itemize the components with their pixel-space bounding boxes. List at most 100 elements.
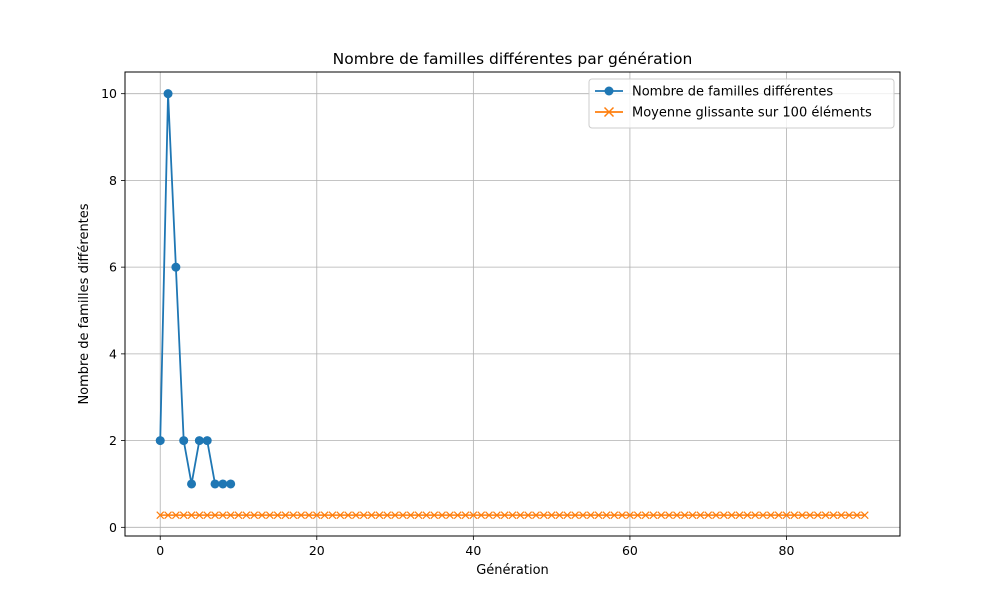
moving-average-point bbox=[320, 511, 329, 520]
chart-title: Nombre de familles différentes par génér… bbox=[333, 50, 693, 68]
moving-average-point bbox=[336, 511, 345, 520]
moving-average-point bbox=[688, 511, 697, 520]
moving-average-point bbox=[618, 511, 627, 520]
legend-box bbox=[588, 78, 895, 129]
moving-average-point bbox=[806, 511, 814, 520]
y-tick-label: 6 bbox=[109, 260, 117, 275]
moving-average-point bbox=[328, 511, 337, 520]
moving-average-point bbox=[273, 511, 282, 520]
moving-average-point bbox=[438, 511, 446, 520]
moving-average-point bbox=[508, 511, 517, 520]
y-tick-label: 0 bbox=[109, 520, 117, 535]
moving-average-point bbox=[445, 511, 454, 520]
moving-average-point bbox=[492, 511, 501, 520]
legend: Nombre de familles différentes Moyenne g… bbox=[588, 78, 895, 129]
moving-average-point bbox=[359, 511, 368, 520]
plot-area-frame bbox=[124, 71, 901, 537]
families-point bbox=[202, 436, 212, 446]
moving-average-point bbox=[258, 511, 266, 520]
legend-label-series-1: Nombre de familles différentes bbox=[632, 85, 833, 100]
moving-average-point bbox=[352, 511, 360, 520]
moving-average-point bbox=[672, 511, 681, 520]
moving-average-point bbox=[344, 511, 353, 520]
families-point bbox=[210, 479, 220, 489]
moving-average-point bbox=[633, 511, 642, 520]
moving-average-point bbox=[398, 511, 407, 520]
moving-average-point bbox=[782, 511, 791, 520]
moving-average-point bbox=[453, 511, 462, 520]
y-tick-label: 4 bbox=[109, 346, 117, 361]
x-axis-label: Génération bbox=[476, 563, 549, 578]
moving-average-point bbox=[657, 511, 666, 520]
moving-average-point bbox=[532, 511, 540, 520]
moving-average-point bbox=[187, 511, 196, 520]
moving-average-point bbox=[297, 511, 306, 520]
moving-average-point bbox=[759, 511, 767, 520]
moving-average-point bbox=[743, 511, 752, 520]
moving-average-point bbox=[242, 511, 251, 520]
families-point bbox=[218, 479, 228, 489]
series-layer bbox=[155, 89, 869, 520]
legend-swatch-marker-series-2 bbox=[603, 106, 615, 118]
families-point bbox=[163, 89, 173, 99]
moving-average-point bbox=[218, 511, 227, 520]
moving-average-point bbox=[164, 511, 172, 520]
moving-average-point bbox=[234, 511, 243, 520]
y-axis-label: Nombre de familles différentes bbox=[77, 203, 92, 404]
moving-average-point bbox=[383, 511, 392, 520]
families-point bbox=[194, 436, 204, 446]
moving-average-point bbox=[179, 511, 188, 520]
moving-average-point bbox=[594, 511, 603, 520]
moving-average-point bbox=[203, 511, 212, 520]
legend-label-series-2: Moyenne glissante sur 100 éléments bbox=[632, 106, 872, 121]
families-point bbox=[226, 479, 236, 489]
moving-average-point bbox=[602, 511, 611, 520]
moving-average-point bbox=[171, 511, 180, 520]
moving-average-point bbox=[469, 511, 478, 520]
moving-average-point bbox=[696, 511, 705, 520]
moving-average-point bbox=[641, 511, 650, 520]
moving-average-point bbox=[414, 511, 423, 520]
families-point bbox=[179, 436, 189, 446]
moving-average-point bbox=[625, 511, 634, 520]
x-tick-label: 0 bbox=[156, 543, 164, 558]
moving-average-point bbox=[790, 511, 799, 520]
moving-average-point bbox=[649, 511, 658, 520]
x-tick-label: 60 bbox=[622, 543, 638, 558]
moving-average-point bbox=[477, 511, 486, 520]
moving-average-point bbox=[727, 511, 736, 520]
moving-average-point bbox=[837, 511, 846, 520]
moving-average-point bbox=[500, 511, 509, 520]
x-tick-label: 80 bbox=[779, 543, 795, 558]
moving-average-point bbox=[774, 511, 783, 520]
moving-average-point bbox=[680, 511, 689, 520]
moving-average-point bbox=[211, 511, 219, 520]
moving-average-point bbox=[485, 511, 493, 520]
moving-average-point bbox=[829, 511, 838, 520]
moving-average-point bbox=[406, 511, 415, 520]
x-tick-label: 40 bbox=[465, 543, 481, 558]
moving-average-point bbox=[422, 511, 431, 520]
moving-average-point bbox=[665, 511, 673, 520]
moving-average-point bbox=[798, 511, 807, 520]
x-tick-label: 20 bbox=[309, 543, 325, 558]
moving-average-point bbox=[265, 511, 274, 520]
moving-average-point bbox=[563, 511, 572, 520]
moving-average-point bbox=[250, 511, 259, 520]
moving-average-point bbox=[712, 511, 720, 520]
moving-average-point bbox=[305, 511, 313, 520]
moving-average-point bbox=[156, 511, 165, 520]
families-point bbox=[187, 479, 197, 489]
moving-average-point bbox=[516, 511, 525, 520]
moving-average-point bbox=[860, 511, 869, 520]
moving-average-point bbox=[821, 511, 830, 520]
moving-average-point bbox=[367, 511, 376, 520]
moving-average-point bbox=[610, 511, 619, 520]
moving-average-point bbox=[845, 511, 854, 520]
moving-average-point bbox=[704, 511, 713, 520]
moving-average-point bbox=[579, 511, 587, 520]
legend-swatch-marker-series-1 bbox=[604, 86, 614, 96]
moving-average-point bbox=[281, 511, 290, 520]
moving-average-point bbox=[430, 511, 439, 520]
